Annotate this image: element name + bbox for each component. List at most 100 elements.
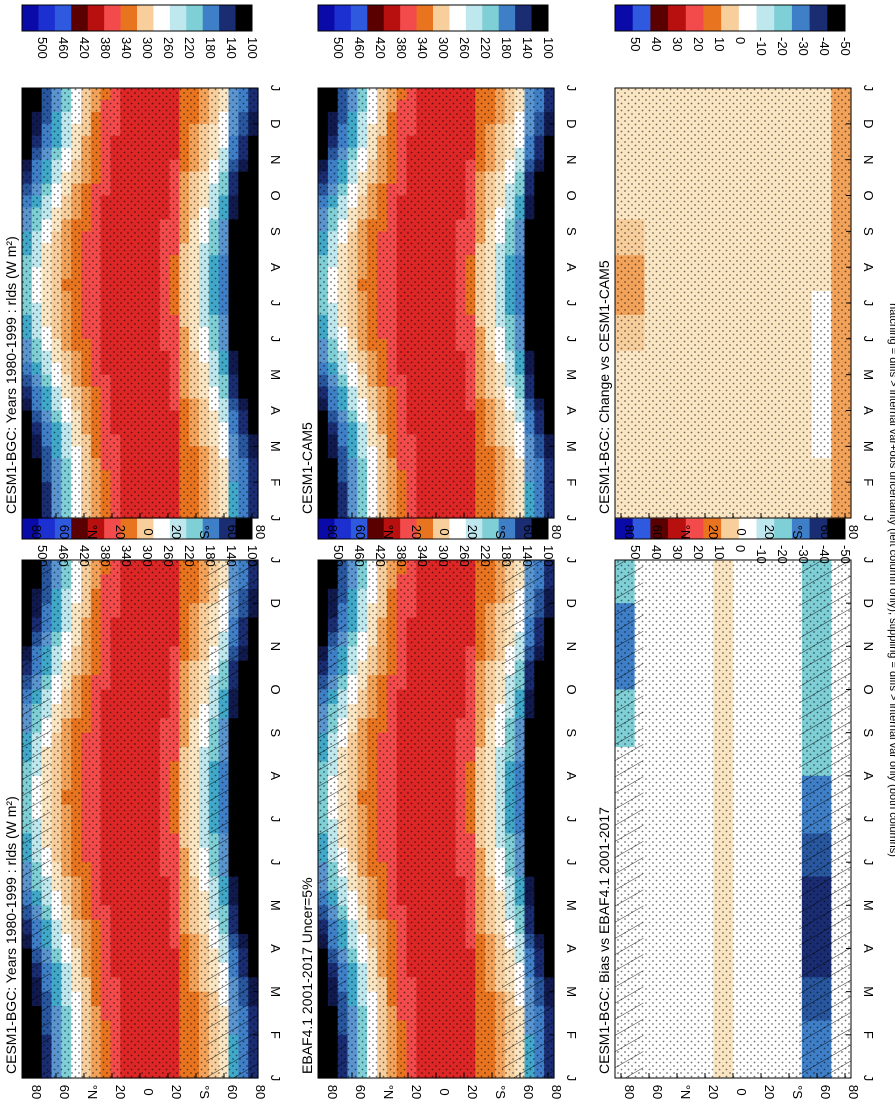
colorbar-label: 220 [478,545,493,567]
x-tick-label: A [564,263,579,272]
colorbar-label: -10 [754,545,769,564]
colorbar-label: 460 [352,545,367,567]
colorbar-swatch [137,513,154,539]
colorbar-swatch [38,513,56,539]
panel-title: EBAF4.1 2001-2017 Uncer=5% [299,877,315,1074]
colorbar-label: -50 [838,545,853,564]
colorbar-swatch [449,513,467,539]
colorbar-swatch [416,5,434,31]
colorbar-label: 30 [670,545,685,559]
colorbar-swatch [632,513,651,539]
x-tick-label: A [268,406,283,415]
colorbar-label: 100 [245,545,260,567]
colorbar-swatch [137,5,154,31]
panel-title: CESM1-CAM5 [299,422,315,514]
colorbar-label: 500 [35,37,50,59]
x-tick-label: M [564,369,579,380]
x-tick-label: D [564,598,579,607]
x-tick-label: O [564,190,579,200]
colorbar-swatch [71,513,89,539]
y-tick-label: 80 [846,1085,861,1099]
colorbar-label: 100 [541,37,556,59]
colorbar-label: 340 [415,37,430,59]
colorbar-label: 140 [520,545,535,567]
x-tick-label: S [268,728,283,737]
colorbar-swatch [334,513,352,539]
y-tick-label: 0 [437,1088,452,1095]
y-tick-label: 60 [225,525,240,539]
colorbar-label: 420 [373,37,388,59]
colorbar-swatch [235,5,253,31]
colorbar-label: 380 [394,37,409,59]
x-tick-label: A [564,944,579,953]
colorbar-label: 340 [415,545,430,567]
x-tick-label: J [268,85,283,92]
y-tick-label: 0 [437,528,452,535]
colorbar-label: 140 [224,37,239,59]
x-tick-label: J [268,336,283,343]
colorbar-swatch [153,513,171,539]
colorbar-swatch [235,513,253,539]
colorbar-swatch [87,513,105,539]
colorbar-swatch [416,513,434,539]
colorbar-swatch [54,513,72,539]
y-tick-label: °N [678,1085,693,1100]
colorbar-swatch [318,513,335,539]
panel-title: CESM1-BGC: Years 1980-1999 : rlds (W m²) [3,796,19,1074]
colorbar-label: 460 [352,37,367,59]
y-tick-label: °N [85,525,100,540]
colorbar-label: -40 [817,545,832,564]
colorbar-swatch [169,513,187,539]
colorbar-swatch [383,513,401,539]
colorbar-swatch [219,5,237,31]
colorbar-label: 420 [77,37,92,59]
x-tick-label: S [268,227,283,236]
x-tick-label: O [564,684,579,694]
x-tick-label: N [564,642,579,651]
colorbar-swatch [515,513,533,539]
panel-title: CESM1-BGC: Years 1980-1999 : rlds (W m²) [3,236,19,514]
hatching [22,560,51,1078]
x-tick-label: J [564,300,579,307]
colorbar-label: 0 [733,545,748,552]
colorbar-swatch [774,513,793,539]
x-tick-label: F [564,478,579,486]
colorbar-swatch [827,513,846,539]
x-tick-label: M [564,986,579,997]
x-tick-label: O [268,684,283,694]
colorbar-swatch [449,5,467,31]
colorbar-swatch [531,5,549,31]
x-tick-label: S [564,728,579,737]
y-tick-label: 60 [353,525,368,539]
colorbar-swatch [22,5,39,31]
x-tick-label: J [564,1075,579,1082]
colorbar-label: 380 [394,545,409,567]
x-tick-label: N [564,155,579,164]
x-tick-label: J [564,859,579,866]
colorbar-swatch [465,5,483,31]
colorbar-label: 340 [119,545,134,567]
x-tick-label: A [268,771,283,780]
colorbar-swatch [202,513,220,539]
colorbar-label: 100 [245,37,260,59]
x-tick-label: J [861,557,876,564]
colorbar-label: 10 [712,545,727,559]
colorbar-label: 260 [161,37,176,59]
y-tick-label: °S [493,1085,508,1099]
y-tick-label: 20 [465,525,480,539]
colorbar-label: 300 [140,37,155,59]
y-tick-label: 20 [465,1085,480,1099]
colorbar-label: 260 [457,545,472,567]
colorbar-swatch [433,513,450,539]
colorbar-label: 460 [56,545,71,567]
y-tick-label: °N [381,525,396,540]
x-tick-label: J [861,1075,876,1082]
y-tick-label: 20 [169,525,184,539]
colorbar-label: 340 [119,37,134,59]
y-tick-label: 60 [225,1085,240,1099]
colorbar-swatch [400,513,418,539]
colorbar-swatch [318,5,335,31]
colorbar-swatch [350,5,368,31]
colorbar-label: 300 [436,545,451,567]
